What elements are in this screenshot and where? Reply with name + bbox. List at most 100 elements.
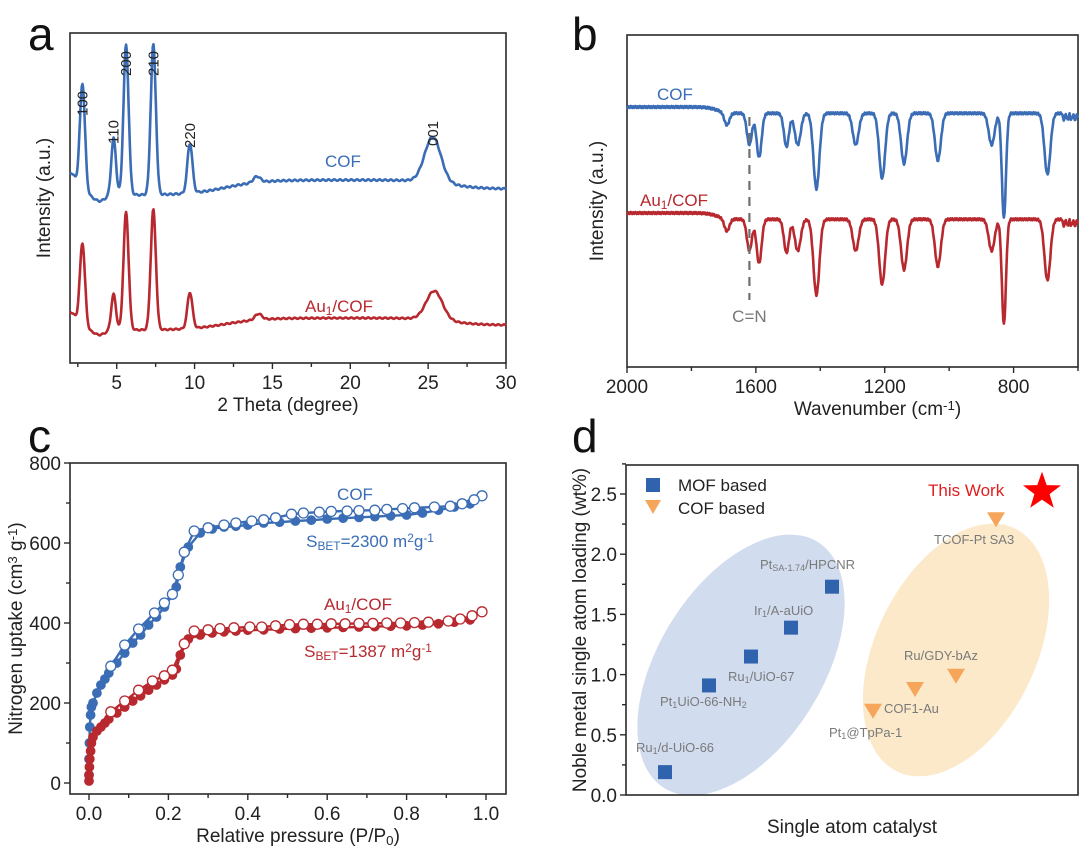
cof-group-ellipse xyxy=(862,523,1050,777)
desorption-point xyxy=(269,620,282,632)
panel-letter-c: c xyxy=(28,410,51,462)
mof-point-label: PtSA-1.74/HPCNR xyxy=(760,557,855,573)
desorption-point xyxy=(132,684,145,696)
peak-label-220: 220 xyxy=(182,123,199,148)
panel-letter-d: d xyxy=(572,410,598,462)
desorption-point xyxy=(214,622,226,635)
desorption-point xyxy=(188,525,200,537)
desorption-point xyxy=(146,675,159,687)
series-line-au1-cof xyxy=(69,208,507,337)
y-tick-label: 400 xyxy=(29,614,61,635)
adsorption-point xyxy=(88,698,98,708)
sbet-label-au1-cof: SBET=1387 m2g-1 xyxy=(304,641,432,663)
desorption-point xyxy=(158,597,171,609)
desorption-point xyxy=(454,613,466,625)
desorption-point xyxy=(148,607,161,619)
x-axis-title: Single atom catalyst xyxy=(767,817,938,838)
desorption-point xyxy=(202,522,214,534)
adsorption-point xyxy=(85,746,96,756)
panel-letter-a: a xyxy=(28,8,54,60)
peak-label-210: 210 xyxy=(145,51,162,76)
mof-data-point xyxy=(825,579,839,594)
desorption-point xyxy=(442,615,454,627)
desorption-point xyxy=(381,503,393,516)
mof-data-point xyxy=(658,765,672,780)
series-label-cof: COF xyxy=(325,152,361,171)
panel-letter-b: b xyxy=(572,8,598,60)
desorption-point xyxy=(341,505,353,517)
adsorption-point xyxy=(306,515,317,526)
legend-mof-marker xyxy=(646,478,660,492)
legend-cof-marker xyxy=(645,500,661,514)
desorption-point xyxy=(188,625,200,637)
desorption-point xyxy=(119,695,131,707)
y-axis-title: Nitrogen uptake (cm3 g-1) xyxy=(5,522,27,735)
desorption-point xyxy=(408,502,421,514)
adsorption-point xyxy=(84,762,95,772)
y-tick-label: 0.5 xyxy=(591,726,617,747)
cof-data-point xyxy=(987,512,1005,528)
x-tick-label: 0.0 xyxy=(76,804,102,825)
desorption-point xyxy=(132,623,145,635)
x-tick-label: 30 xyxy=(495,373,516,394)
adsorption-point xyxy=(85,710,96,720)
y-axis-title: Noble metal single atom loading (wt%) xyxy=(570,468,591,792)
desorption-point xyxy=(369,504,381,516)
legend-cof-label: COF based xyxy=(678,499,765,518)
desorption-point xyxy=(246,515,258,527)
desorption-point xyxy=(105,660,117,672)
y-tick-label: 200 xyxy=(29,694,61,715)
y-tick-label: 800 xyxy=(29,454,61,475)
desorption-point xyxy=(444,500,456,512)
desorption-point xyxy=(119,639,131,651)
y-tick-label: 2.0 xyxy=(591,545,617,566)
peak-label-001: 001 xyxy=(425,121,442,146)
cof-point-label: COF1-Au xyxy=(884,701,939,716)
desorption-point xyxy=(394,617,407,629)
panel-c-isotherm-chart: 0.0 0.2 0.4 0.6 0.8 1.0 0 200 400 600 800 Relative … xyxy=(5,454,507,848)
desorption-point xyxy=(381,617,393,629)
x-axis-title: 2 Theta (degree) xyxy=(217,395,358,416)
mof-data-point xyxy=(784,620,798,635)
y-tick-label: 0.0 xyxy=(591,786,617,807)
y-tick-label: 1.0 xyxy=(591,666,617,687)
desorption-point xyxy=(178,638,190,650)
x-tick-label: 0.4 xyxy=(235,804,262,825)
x-tick-label: 0.6 xyxy=(314,804,340,825)
x-axis-title: Wavenumber (cm-1) xyxy=(794,398,961,420)
desorption-point xyxy=(367,617,379,630)
desorption-point xyxy=(256,621,268,633)
x-tick-label: 800 xyxy=(998,377,1030,398)
series-label-au1-cof: Au1/COF xyxy=(640,191,708,212)
desorption-point xyxy=(325,618,337,630)
cof-data-point xyxy=(947,668,965,684)
x-tick-label: 10 xyxy=(184,373,205,394)
legend-mof-label: MOF based xyxy=(678,476,767,495)
desorption-point xyxy=(297,507,310,519)
desorption-point xyxy=(353,504,365,517)
panel-a-xrd-chart: 5 10 15 20 25 30 2 Theta (degree) Intensity (a.… xyxy=(34,32,517,416)
series-line-cof xyxy=(625,104,1080,219)
desorption-point xyxy=(396,502,409,515)
y-tick-label: 0 xyxy=(50,774,61,795)
x-axis-title: Relative pressure (P/P0) xyxy=(196,826,400,848)
desorption-point xyxy=(230,517,242,529)
desorption-point xyxy=(297,618,310,630)
this-work-star-icon xyxy=(1023,471,1061,508)
panel-d-axes-frame xyxy=(625,464,1079,796)
desorption-point xyxy=(283,618,296,631)
desorption-point xyxy=(244,621,256,633)
mof-data-point xyxy=(702,678,716,693)
mof-point-label: Ru1/d-UiO-66 xyxy=(636,740,714,756)
desorption-point xyxy=(172,569,184,581)
desorption-point xyxy=(428,501,441,513)
mof-group-ellipse xyxy=(637,534,845,796)
desorption-point xyxy=(202,624,214,636)
desorption-point xyxy=(456,498,468,510)
desorption-point xyxy=(258,514,270,526)
peak-label-100: 100 xyxy=(74,91,91,116)
series-label-au1-cof: Au1/COF xyxy=(324,595,392,616)
desorption-point xyxy=(311,618,323,630)
this-work-label: This Work xyxy=(928,481,1005,500)
